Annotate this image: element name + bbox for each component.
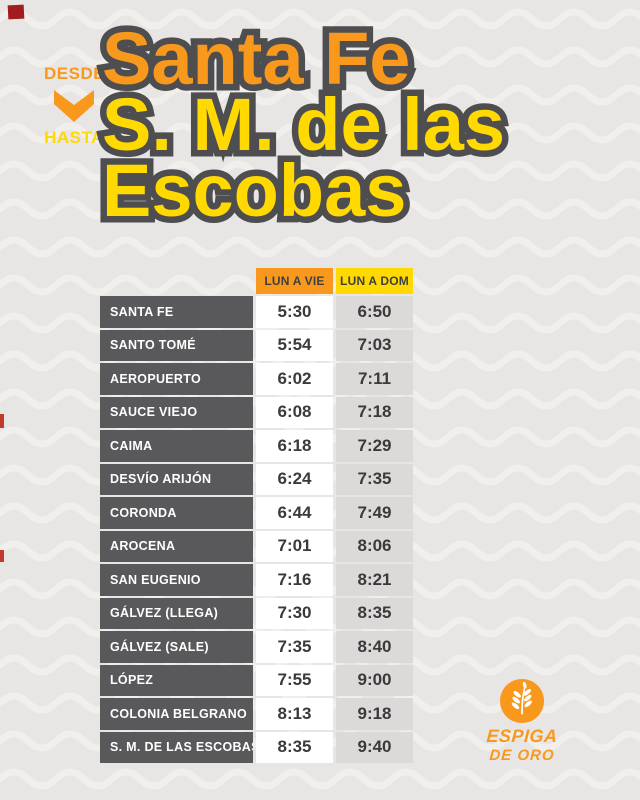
time-lun-a-vie: 8:35	[256, 731, 333, 763]
time-lun-a-vie: 7:55	[256, 664, 333, 696]
time-lun-a-vie: 5:30	[256, 296, 333, 328]
station-name: AEROPUERTO	[100, 363, 253, 395]
time-lun-a-vie: 6:44	[256, 497, 333, 529]
time-lun-a-vie: 7:16	[256, 564, 333, 596]
time-lun-a-dom: 6:50	[336, 296, 413, 328]
title-destination-line1: S. M. de las S. M. de las	[95, 81, 511, 168]
time-lun-a-dom: 7:29	[336, 430, 413, 462]
time-lun-a-dom: 9:00	[336, 664, 413, 696]
station-name: GÁLVEZ (LLEGA)	[100, 597, 253, 629]
station-name: SANTA FE	[100, 296, 253, 328]
time-lun-a-dom: 7:03	[336, 329, 413, 361]
time-lun-a-dom: 8:21	[336, 564, 413, 596]
time-lun-a-vie: 6:24	[256, 463, 333, 495]
time-lun-a-vie: 6:08	[256, 396, 333, 428]
time-lun-a-vie: 8:13	[256, 698, 333, 730]
time-lun-a-dom: 8:06	[336, 530, 413, 562]
timetable: LUN A VIE LUN A DOM SANTA FE 5:30 6:50 S…	[100, 268, 413, 763]
station-name: LÓPEZ	[100, 664, 253, 696]
header-spacer	[100, 268, 253, 294]
title-origin: Santa Fe Santa Fe	[95, 15, 505, 102]
logo-text-line2: DE ORO	[488, 747, 556, 764]
station-name: S. M. DE LAS ESCOBAS	[100, 731, 253, 763]
station-name: COLONIA BELGRANO	[100, 698, 253, 730]
time-lun-a-dom: 8:35	[336, 597, 413, 629]
column-header-lun-a-dom: LUN A DOM	[336, 268, 413, 294]
time-lun-a-dom: 8:40	[336, 631, 413, 663]
time-lun-a-dom: 7:11	[336, 363, 413, 395]
time-lun-a-vie: 7:01	[256, 530, 333, 562]
title-destination-line1-text: S. M. de las	[102, 83, 506, 166]
time-lun-a-dom: 9:40	[336, 731, 413, 763]
time-lun-a-dom: 7:49	[336, 497, 413, 529]
station-name: GÁLVEZ (SALE)	[100, 631, 253, 663]
station-name: SANTO TOMÉ	[100, 329, 253, 361]
route-direction-block: DESDE HASTA	[44, 64, 106, 148]
time-lun-a-vie: 5:54	[256, 329, 333, 361]
time-lun-a-vie: 7:30	[256, 597, 333, 629]
station-name: CORONDA	[100, 497, 253, 529]
time-lun-a-dom: 7:35	[336, 463, 413, 495]
red-corner-mark	[7, 4, 25, 20]
route-title: Santa Fe Santa Fe S. M. de las S. M. de …	[95, 15, 511, 234]
time-lun-a-vie: 7:35	[256, 631, 333, 663]
time-lun-a-vie: 6:02	[256, 363, 333, 395]
title-origin-outline: Santa Fe	[95, 15, 416, 102]
down-arrow-icon	[54, 90, 94, 124]
time-lun-a-dom: 9:18	[336, 698, 413, 730]
red-edge-mark	[0, 550, 4, 562]
time-lun-a-vie: 6:18	[256, 430, 333, 462]
title-destination-line2-outline: Escobas	[95, 147, 412, 234]
time-lun-a-dom: 7:18	[336, 396, 413, 428]
logo-text-line1: ESPIGA	[485, 726, 559, 746]
red-edge-mark	[0, 414, 4, 428]
title-destination-line2: Escobas Escobas	[95, 147, 505, 234]
title-destination-line2-text: Escobas	[102, 149, 407, 232]
station-name: SAUCE VIEJO	[100, 396, 253, 428]
hasta-label: HASTA	[44, 128, 104, 147]
title-origin-text: Santa Fe	[102, 17, 411, 100]
station-name: AROCENA	[100, 530, 253, 562]
title-destination-line1-outline: S. M. de las	[95, 81, 511, 168]
column-header-lun-a-vie: LUN A VIE	[256, 268, 333, 294]
station-name: CAIMA	[100, 430, 253, 462]
espiga-de-oro-logo: ESPIGA DE ORO	[482, 678, 562, 764]
station-name: SAN EUGENIO	[100, 564, 253, 596]
station-name: DESVÍO ARIJÓN	[100, 463, 253, 495]
wheat-spike-icon	[499, 678, 545, 724]
desde-label: DESDE	[44, 64, 106, 83]
